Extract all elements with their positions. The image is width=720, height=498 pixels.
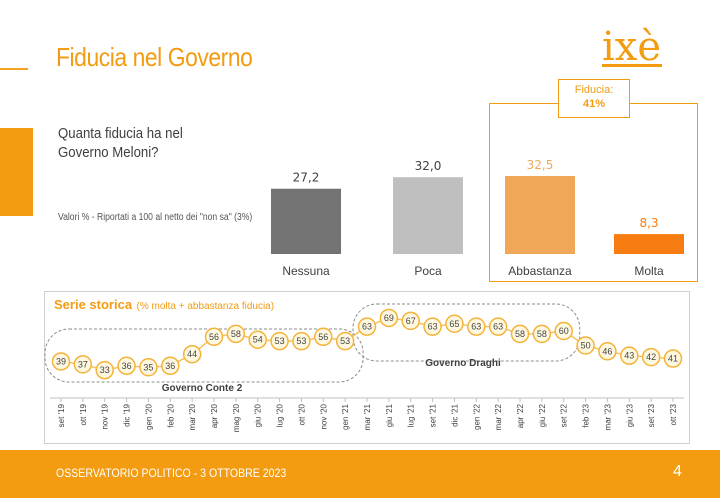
footer-text: OSSERVATORIO POLITICO - 3 OTTOBRE 2023: [56, 466, 287, 480]
fiducia-box: Fiducia: 41%: [558, 79, 630, 118]
ixe-logo: ixè: [602, 24, 662, 70]
logo-underline: [602, 64, 662, 67]
bar-poca: [393, 177, 463, 254]
bar-category-label: Nessuna: [282, 264, 330, 278]
survey-question: Quanta fiducia ha nel Governo Meloni?: [58, 125, 183, 161]
bar-category-label: Poca: [414, 264, 442, 278]
values-note: Valori % - Riportati a 100 al netto dei …: [58, 212, 253, 223]
bar-molta: [614, 234, 684, 254]
page-number: 4: [673, 463, 682, 480]
bar-nessuna: [271, 188, 341, 254]
page-title: Fiducia nel Governo: [56, 42, 253, 72]
series-title: Serie storica (% molta + abbastanza fidu…: [54, 296, 274, 314]
logo-text: ixè: [602, 24, 661, 70]
top-rule: [0, 68, 28, 70]
footer-bar: [0, 450, 720, 498]
series-title-sub: (% molta + abbastanza fiducia): [136, 301, 275, 312]
bar-abbastanza: [505, 176, 575, 254]
bar-value-label: 32,0: [415, 159, 442, 173]
bar-chart: 27,2 Nessuna 32,0 Poca 32,5 Abbastanza 8,3 Molt…: [271, 158, 684, 278]
series-title-main: Serie storica: [54, 297, 133, 312]
fiducia-label: Fiducia:: [574, 84, 614, 96]
bar-category-label: Abbastanza: [508, 264, 572, 278]
bar-category-label: Molta: [634, 264, 664, 278]
fiducia-value: 41%: [582, 98, 606, 110]
side-accent-block: [0, 128, 33, 216]
bar-value-label: 32,5: [527, 158, 554, 172]
bar-value-label: 8,3: [639, 216, 658, 230]
bar-value-label: 27,2: [293, 171, 320, 185]
